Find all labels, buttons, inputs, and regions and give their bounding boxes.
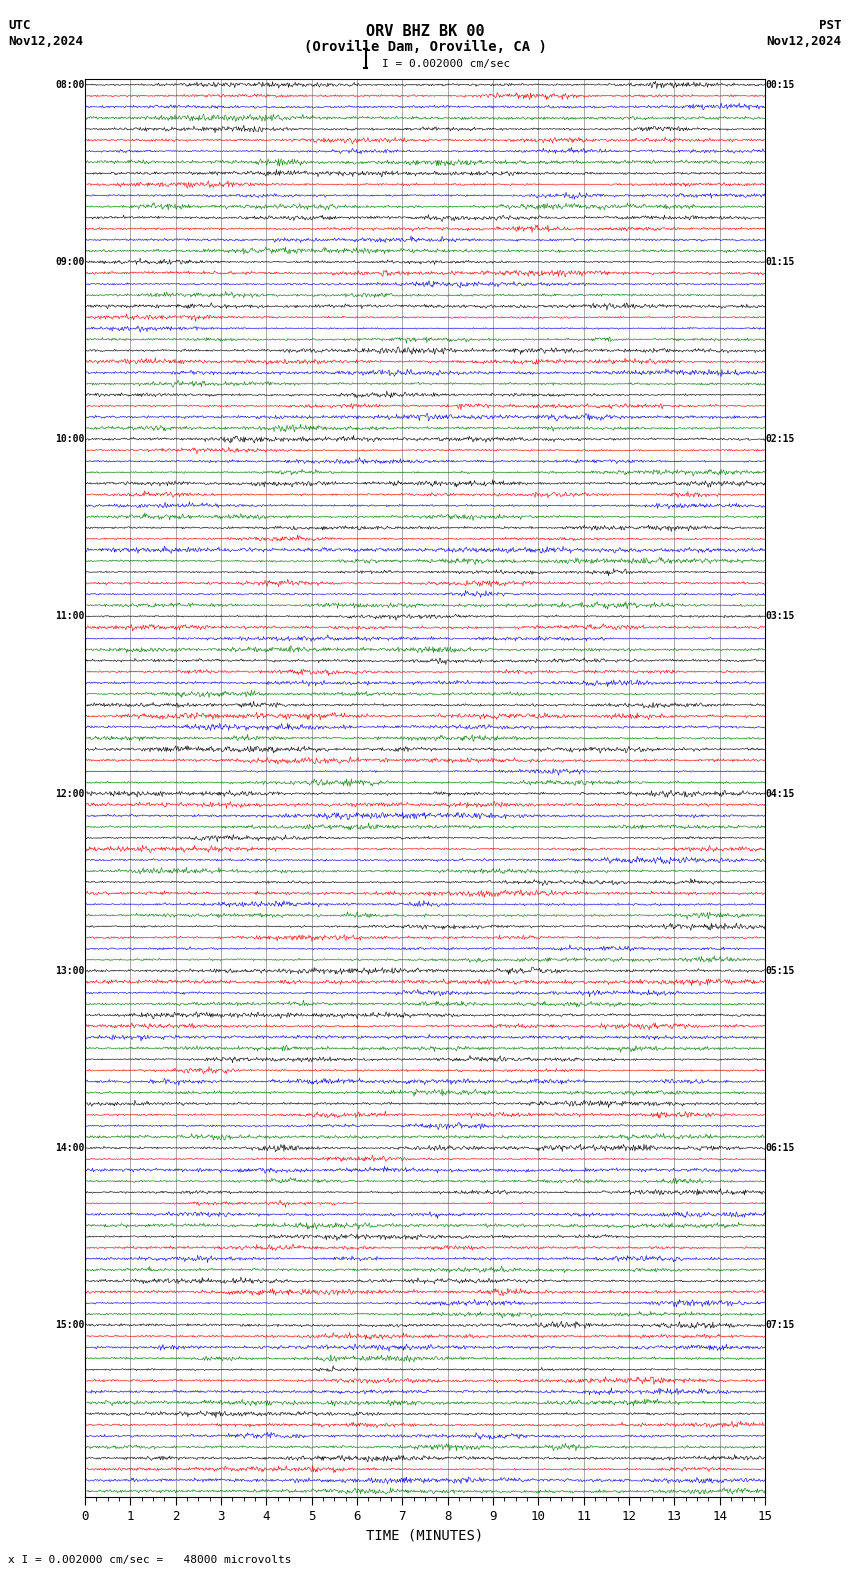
- Text: 13:00: 13:00: [55, 966, 85, 976]
- Text: 06:15: 06:15: [765, 1144, 795, 1153]
- Text: PST: PST: [819, 19, 842, 32]
- Text: 05:15: 05:15: [765, 966, 795, 976]
- Text: 10:00: 10:00: [55, 434, 85, 444]
- Text: UTC: UTC: [8, 19, 31, 32]
- Text: 03:15: 03:15: [765, 611, 795, 621]
- Text: 04:15: 04:15: [765, 789, 795, 798]
- Text: 00:15: 00:15: [765, 79, 795, 90]
- Text: I = 0.002000 cm/sec: I = 0.002000 cm/sec: [382, 59, 511, 68]
- Text: (Oroville Dam, Oroville, CA ): (Oroville Dam, Oroville, CA ): [303, 40, 547, 54]
- Text: 11:00: 11:00: [55, 611, 85, 621]
- Text: Nov12,2024: Nov12,2024: [767, 35, 842, 48]
- Text: 07:15: 07:15: [765, 1319, 795, 1331]
- X-axis label: TIME (MINUTES): TIME (MINUTES): [366, 1529, 484, 1543]
- Text: Nov12,2024: Nov12,2024: [8, 35, 83, 48]
- Text: ORV BHZ BK 00: ORV BHZ BK 00: [366, 24, 484, 38]
- Text: 08:00: 08:00: [55, 79, 85, 90]
- Text: 09:00: 09:00: [55, 257, 85, 268]
- Text: x I = 0.002000 cm/sec =   48000 microvolts: x I = 0.002000 cm/sec = 48000 microvolts: [8, 1555, 292, 1565]
- Text: 12:00: 12:00: [55, 789, 85, 798]
- Text: 15:00: 15:00: [55, 1319, 85, 1331]
- Text: 02:15: 02:15: [765, 434, 795, 444]
- Text: 14:00: 14:00: [55, 1144, 85, 1153]
- Text: 01:15: 01:15: [765, 257, 795, 268]
